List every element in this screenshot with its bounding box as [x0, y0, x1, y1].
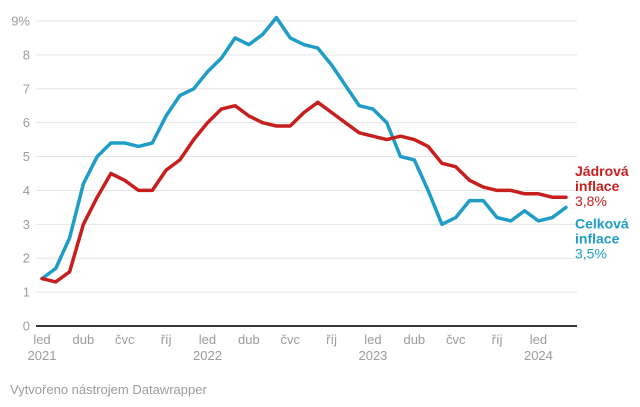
y-tick-label: 9% [11, 13, 30, 28]
series-value-label-jadrova: 3,8% [575, 193, 607, 209]
x-tick-year-label: 2021 [28, 348, 57, 363]
y-tick-label: 1 [23, 285, 30, 300]
series-name-label-jadrova: Jádrová [575, 163, 629, 179]
x-tick-label: led [199, 332, 216, 347]
y-tick-label: 3 [23, 217, 30, 232]
x-tick-label: říj [492, 332, 503, 347]
x-tick-label: čvc [115, 332, 135, 347]
x-tick-label: led [364, 332, 381, 347]
y-tick-label: 5 [23, 149, 30, 164]
x-tick-label: led [530, 332, 547, 347]
series-line-jadrova [40, 100, 568, 284]
series-value-label-celkova: 3,5% [575, 245, 607, 261]
series-name-label-jadrova: inflace [575, 178, 620, 194]
x-tick-label: říj [326, 332, 337, 347]
series-name-label-celkova: Celková [575, 215, 629, 231]
x-tick-label: led [33, 332, 50, 347]
series-name-label-celkova: inflace [575, 230, 620, 246]
x-tick-label: čvc [280, 332, 300, 347]
x-tick-label: dub [238, 332, 260, 347]
series-line-celkova [40, 15, 568, 281]
datawrapper-attribution: Vytvořeno nástrojem Datawrapper [10, 382, 207, 397]
x-tick-label: dub [403, 332, 425, 347]
x-tick-label: čvc [446, 332, 466, 347]
y-tick-label: 6 [23, 115, 30, 130]
y-tick-label: 8 [23, 47, 30, 62]
x-tick-year-label: 2022 [193, 348, 222, 363]
x-tick-year-label: 2023 [358, 348, 387, 363]
y-tick-label: 2 [23, 251, 30, 266]
x-tick-year-label: 2024 [524, 348, 553, 363]
y-tick-label: 0 [23, 319, 30, 334]
x-tick-label: říj [161, 332, 172, 347]
y-tick-label: 4 [23, 183, 30, 198]
x-tick-label: dub [73, 332, 95, 347]
y-tick-label: 7 [23, 81, 30, 96]
